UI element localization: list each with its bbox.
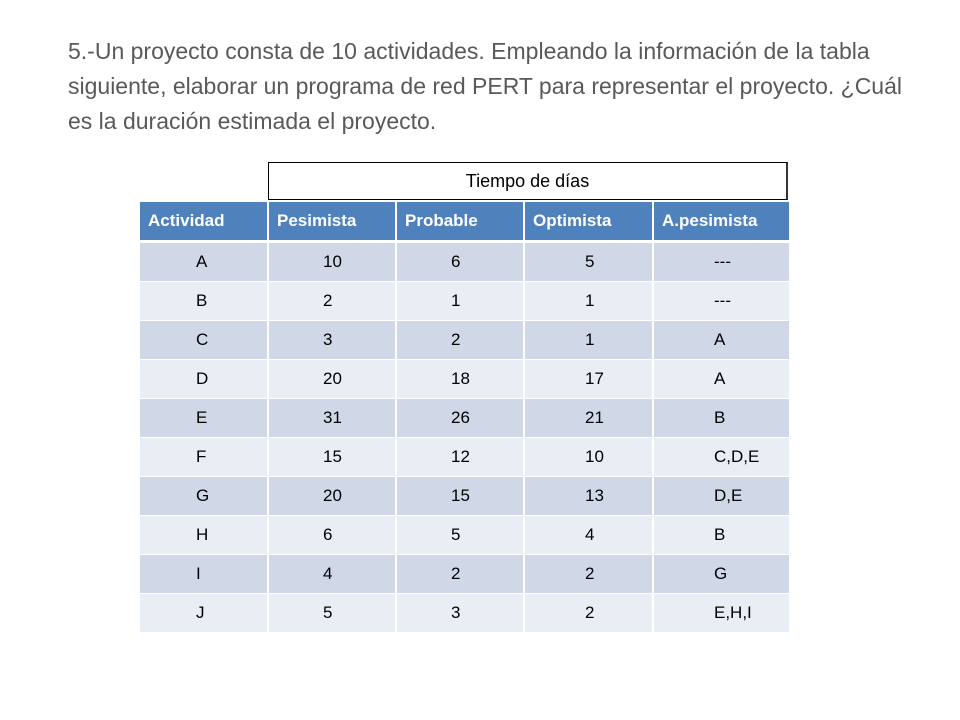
cell-pesimista: 15 [268,437,397,477]
table-row: F 15 12 10 C,D,E [140,437,789,477]
cell-optimista: 1 [524,320,654,360]
cell-optimista: 13 [524,476,654,516]
cell-pesimista: 3 [268,320,397,360]
header-pesimista: Pesimista [268,202,397,243]
cell-probable: 3 [396,593,525,632]
header-a-pesimista: A.pesimista [653,202,789,243]
cell-a-pesimista: A [653,320,789,360]
table-row: D 20 18 17 A [140,359,789,399]
cell-optimista: 21 [524,398,654,438]
table-row: G 20 15 13 D,E [140,476,789,516]
table-row: I 4 2 2 G [140,554,789,594]
cell-optimista: 4 [524,515,654,555]
cell-a-pesimista: --- [653,281,789,321]
table-row: E 31 26 21 B [140,398,789,438]
cell-a-pesimista: A [653,359,789,399]
table-row: B 2 1 1 --- [140,281,789,321]
cell-actividad: H [140,515,269,555]
cell-pesimista: 20 [268,359,397,399]
table-row: A 10 6 5 --- [140,241,789,282]
cell-probable: 2 [396,320,525,360]
cell-a-pesimista: G [653,554,789,594]
cell-probable: 5 [396,515,525,555]
cell-probable: 2 [396,554,525,594]
cell-actividad: D [140,359,269,399]
cell-actividad: E [140,398,269,438]
cell-actividad: G [140,476,269,516]
problem-statement: 5.-Un proyecto consta de 10 actividades.… [68,38,902,134]
cell-actividad: F [140,437,269,477]
cell-a-pesimista: B [653,515,789,555]
table-row: J 5 3 2 E,H,I [140,593,789,632]
table-header-row: Actividad Pesimista Probable Optimista A… [140,202,789,243]
header-probable: Probable [396,202,525,243]
cell-pesimista: 6 [268,515,397,555]
cell-probable: 18 [396,359,525,399]
cell-actividad: J [140,593,269,632]
cell-optimista: 10 [524,437,654,477]
cell-probable: 15 [396,476,525,516]
cell-pesimista: 5 [268,593,397,632]
cell-probable: 1 [396,281,525,321]
cell-optimista: 17 [524,359,654,399]
cell-pesimista: 2 [268,281,397,321]
cell-actividad: B [140,281,269,321]
header-actividad: Actividad [140,202,269,243]
cell-actividad: I [140,554,269,594]
cell-probable: 12 [396,437,525,477]
table-super-header: Tiempo de días [268,162,788,200]
cell-a-pesimista: --- [653,241,789,282]
table-row: C 3 2 1 A [140,320,789,360]
table-row: H 6 5 4 B [140,515,789,555]
cell-optimista: 2 [524,554,654,594]
cell-optimista: 2 [524,593,654,632]
activities-table: Actividad Pesimista Probable Optimista A… [140,202,789,632]
cell-optimista: 1 [524,281,654,321]
cell-pesimista: 20 [268,476,397,516]
cell-a-pesimista: C,D,E [653,437,789,477]
cell-pesimista: 4 [268,554,397,594]
cell-actividad: A [140,241,269,282]
cell-pesimista: 10 [268,241,397,282]
cell-actividad: C [140,320,269,360]
cell-a-pesimista: E,H,I [653,593,789,632]
cell-probable: 26 [396,398,525,438]
cell-pesimista: 31 [268,398,397,438]
cell-optimista: 5 [524,241,654,282]
header-optimista: Optimista [524,202,654,243]
cell-probable: 6 [396,241,525,282]
cell-a-pesimista: D,E [653,476,789,516]
cell-a-pesimista: B [653,398,789,438]
